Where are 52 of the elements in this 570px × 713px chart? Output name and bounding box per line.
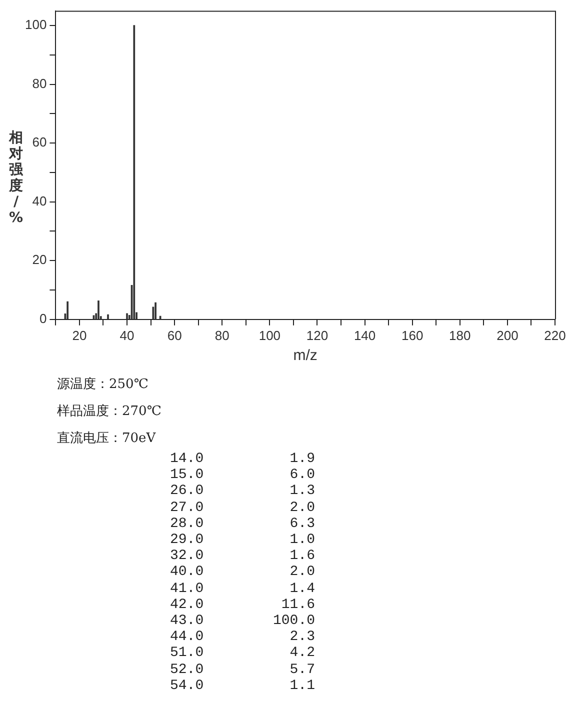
text: 1.4 bbox=[288, 580, 315, 597]
x-tick-label: 80 bbox=[214, 328, 230, 343]
text: 1.0 bbox=[288, 532, 315, 548]
x-tick-label: 20 bbox=[72, 328, 87, 343]
x-axis-title: m/z bbox=[293, 347, 318, 364]
text: 2.3 bbox=[288, 629, 315, 646]
y-tick-label: 20 bbox=[32, 252, 47, 268]
text: 11.6 bbox=[280, 596, 315, 614]
x-tick-label: 100 bbox=[258, 328, 281, 343]
text: 1.6 bbox=[288, 548, 315, 564]
text: 51.0 bbox=[170, 645, 205, 662]
x-tick-label: 140 bbox=[354, 328, 376, 343]
text: 43.0 bbox=[170, 613, 205, 630]
text: 1.1 bbox=[288, 678, 315, 694]
x-tick-label: 40 bbox=[120, 328, 134, 343]
text: 29.0 bbox=[170, 532, 205, 548]
y-tick-label: 60 bbox=[32, 134, 47, 150]
text: 1.3 bbox=[288, 483, 315, 500]
text: 15.0 bbox=[170, 467, 205, 484]
text: 14.0 bbox=[170, 451, 205, 468]
x-tick-label: 60 bbox=[167, 328, 182, 343]
y-axis-title: 相对强度/% bbox=[8, 130, 24, 226]
x-tick-label: 220 bbox=[544, 328, 566, 343]
text: 42.0 bbox=[170, 596, 205, 614]
text: 27.0 bbox=[170, 500, 205, 516]
text: 6.3 bbox=[288, 516, 315, 532]
text: 28.0 bbox=[170, 516, 205, 532]
text: 44.0 bbox=[170, 629, 205, 646]
text: 样品温度：270℃ bbox=[57, 403, 162, 421]
text: 41.0 bbox=[170, 580, 205, 597]
text: 40.0 bbox=[170, 564, 205, 581]
x-tick-label: 200 bbox=[496, 328, 518, 343]
y-tick-label: 100 bbox=[24, 17, 47, 32]
x-tick-label: 120 bbox=[306, 328, 328, 343]
y-tick-label: 40 bbox=[32, 193, 47, 208]
text: 2.0 bbox=[288, 500, 315, 516]
text: 26.0 bbox=[170, 483, 205, 500]
text: 1.9 bbox=[288, 451, 315, 468]
x-tick-label: 160 bbox=[401, 328, 424, 343]
x-tick-label: 180 bbox=[449, 328, 471, 343]
text: 100.0 bbox=[272, 613, 315, 630]
text: 直流电压：70eV bbox=[57, 430, 157, 448]
text: 52.0 bbox=[170, 662, 205, 678]
text: 5.7 bbox=[288, 662, 315, 678]
text: 4.2 bbox=[288, 645, 315, 662]
text: 32.0 bbox=[170, 548, 205, 564]
text: 源温度：250℃ bbox=[57, 376, 150, 394]
text: 6.0 bbox=[288, 467, 315, 484]
text: 2.0 bbox=[288, 564, 315, 581]
y-tick-label: 80 bbox=[32, 76, 47, 91]
y-tick-label: 0 bbox=[39, 310, 47, 326]
text: 54.0 bbox=[170, 678, 205, 694]
